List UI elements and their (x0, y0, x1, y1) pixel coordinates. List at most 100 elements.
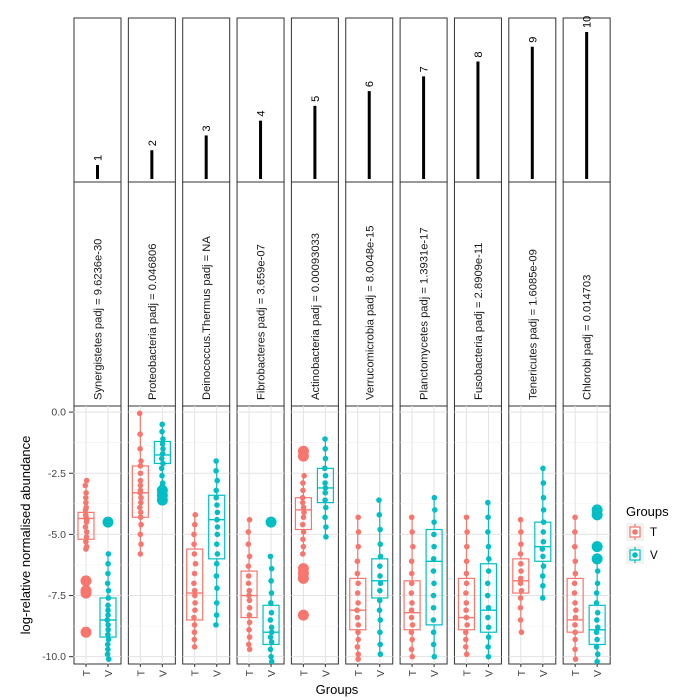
facet-label: Actinobacteria padj = 0.00093033 (310, 233, 322, 400)
data-point (463, 580, 470, 587)
data-point (300, 543, 307, 550)
data-point (214, 477, 220, 484)
x-tick-label: T (135, 669, 147, 676)
outlier-point (591, 541, 603, 553)
outlier-point (591, 553, 603, 565)
data-point (322, 485, 329, 491)
data-point (431, 494, 438, 501)
data-point (517, 575, 524, 582)
data-point (267, 634, 274, 640)
data-point (246, 553, 253, 560)
data-point (191, 521, 198, 528)
data-point (105, 612, 111, 618)
data-point (539, 573, 546, 579)
y-tick-label: -10.0 (42, 651, 66, 663)
data-point (486, 556, 492, 562)
data-point (464, 529, 470, 535)
data-point (354, 558, 361, 565)
facet-label: Proteobacteria padj = 0.046806 (147, 244, 159, 400)
plot-area (453, 405, 502, 665)
data-point (137, 514, 144, 521)
data-point (301, 472, 307, 479)
data-point (408, 614, 415, 621)
data-point (213, 487, 220, 494)
facet-panel: 9 Tenericutes padj = 1.6085e-09 T V (508, 17, 557, 677)
data-point (323, 524, 329, 530)
data-point (268, 658, 275, 665)
data-point (408, 570, 415, 577)
data-point (104, 580, 111, 587)
data-point (518, 587, 525, 594)
data-point (572, 614, 579, 621)
facet-panel: 3 Deinococcus.Thermus padj = NA T V (182, 17, 231, 677)
data-point (572, 629, 578, 636)
facet-label-strip (127, 181, 176, 407)
data-point (83, 499, 89, 506)
outlier-point (297, 609, 309, 621)
x-tick-label: T (353, 669, 365, 676)
rank-label: 9 (527, 37, 539, 43)
data-point (137, 431, 143, 437)
data-point (323, 534, 329, 540)
data-point (355, 529, 362, 535)
data-point (594, 651, 601, 658)
data-point (137, 504, 143, 511)
data-point (213, 541, 220, 547)
plot-area (236, 405, 285, 665)
data-point (138, 521, 144, 528)
data-point (594, 568, 601, 574)
data-point (82, 482, 89, 489)
data-point (104, 617, 111, 623)
data-point (158, 455, 165, 462)
data-point (213, 573, 220, 579)
data-point (214, 516, 220, 523)
data-point (299, 551, 306, 557)
data-point (159, 421, 166, 428)
data-point (322, 455, 329, 462)
data-point (540, 494, 547, 501)
data-point (214, 531, 221, 538)
data-point (377, 526, 383, 533)
data-point (593, 600, 600, 606)
data-point (463, 514, 470, 521)
data-point (105, 595, 112, 601)
outlier-point (591, 509, 603, 521)
x-tick-label: V (103, 670, 115, 677)
data-point (105, 622, 111, 628)
data-point (105, 560, 111, 567)
data-point (594, 609, 601, 616)
data-point (299, 521, 306, 528)
data-point (245, 563, 252, 569)
facet-label-strip (236, 181, 285, 407)
box (479, 563, 498, 633)
data-point (485, 514, 491, 521)
data-point (105, 587, 112, 594)
data-point (82, 524, 89, 530)
data-point (300, 504, 307, 511)
y-tick-label: -5.0 (48, 529, 66, 541)
data-point (322, 472, 329, 479)
data-point (82, 507, 89, 513)
data-point (430, 641, 437, 648)
x-tick-label: V (375, 670, 387, 677)
plot-area (562, 405, 611, 665)
data-point (192, 607, 198, 613)
data-point (82, 494, 89, 501)
data-point (267, 553, 274, 560)
data-point (213, 612, 220, 618)
data-point (354, 590, 361, 596)
rank-strip (73, 17, 122, 183)
facet-label: Planctomycetes padj = 1.3931e-17 (419, 227, 431, 400)
facet-label: Chlorobi padj = 0.014703 (582, 275, 594, 400)
facet-panel: 10 Chlorobi padj = 0.014703 T V (562, 16, 611, 677)
x-tick-label: T (190, 669, 202, 676)
x-tick-label: T (516, 669, 528, 676)
data-point (355, 514, 361, 521)
data-point (191, 580, 197, 587)
data-point (377, 573, 383, 579)
data-point (485, 499, 491, 506)
data-point (192, 592, 198, 599)
data-point (430, 629, 437, 636)
data-point (409, 636, 416, 643)
x-tick-label: T (570, 669, 582, 676)
